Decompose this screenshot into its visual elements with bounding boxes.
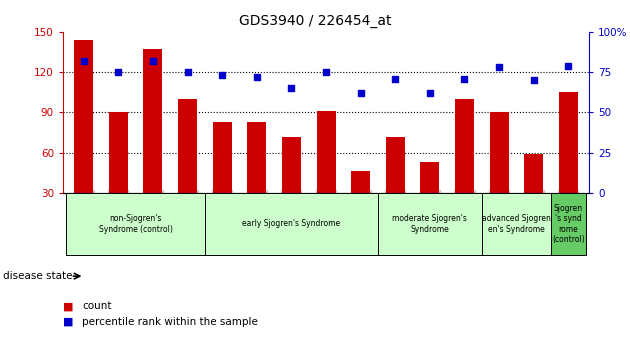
Text: moderate Sjogren's
Syndrome: moderate Sjogren's Syndrome	[392, 214, 467, 234]
Bar	[178, 99, 197, 233]
Bar	[490, 113, 508, 233]
Bar	[205, 193, 378, 255]
Bar	[378, 193, 482, 255]
Bar	[559, 92, 578, 233]
Bar	[109, 113, 128, 233]
Point	[529, 78, 539, 83]
Text: percentile rank within the sample: percentile rank within the sample	[82, 317, 258, 327]
Point	[355, 90, 365, 96]
Bar	[482, 193, 551, 255]
Bar	[420, 162, 439, 233]
Point	[113, 69, 123, 75]
Text: non-Sjogren's
Syndrome (control): non-Sjogren's Syndrome (control)	[99, 214, 173, 234]
Bar	[524, 154, 543, 233]
Point	[390, 76, 400, 81]
Bar	[66, 193, 205, 255]
Point	[494, 64, 504, 70]
Bar	[316, 111, 336, 233]
Text: GDS3940 / 226454_at: GDS3940 / 226454_at	[239, 14, 391, 28]
Point	[563, 63, 573, 69]
Point	[217, 73, 227, 78]
Point	[148, 58, 158, 64]
Bar	[248, 122, 266, 233]
Bar	[74, 40, 93, 233]
Text: early Sjogren's Syndrome: early Sjogren's Syndrome	[243, 219, 340, 228]
Point	[252, 74, 262, 80]
Text: Sjogren
's synd
rome
(control): Sjogren 's synd rome (control)	[552, 204, 585, 244]
Bar	[455, 99, 474, 233]
Point	[79, 58, 89, 64]
Point	[425, 90, 435, 96]
Point	[183, 69, 193, 75]
Text: count: count	[82, 301, 112, 311]
Bar	[351, 171, 370, 233]
Text: ■: ■	[63, 317, 74, 327]
Text: disease state: disease state	[3, 271, 72, 281]
Point	[459, 76, 469, 81]
Text: ■: ■	[63, 301, 74, 311]
Text: advanced Sjogren
en's Syndrome: advanced Sjogren en's Syndrome	[482, 214, 551, 234]
Point	[287, 85, 297, 91]
Bar	[144, 49, 163, 233]
Bar	[213, 122, 232, 233]
Bar	[282, 137, 301, 233]
Bar	[386, 137, 404, 233]
Bar	[551, 193, 586, 255]
Point	[321, 69, 331, 75]
